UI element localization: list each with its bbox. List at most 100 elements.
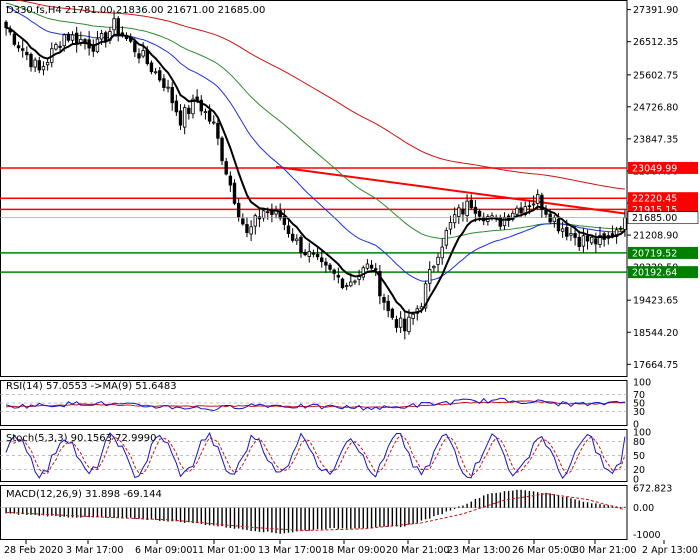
macd-header: MACD(12,26,9) 31.898 -69.144: [6, 489, 162, 500]
x-tick-label: 13 Mar 17:00: [258, 545, 321, 556]
candle-body: [461, 208, 465, 215]
candle-body: [187, 107, 191, 114]
candle-body: [623, 217, 627, 230]
candle-body: [45, 62, 50, 66]
ma-green-line: [5, 2, 625, 239]
candle-body: [162, 78, 166, 88]
candle-body: [241, 218, 245, 225]
candle-body: [457, 207, 461, 217]
candle-body: [382, 297, 386, 303]
stoch-main-line: [5, 431, 626, 479]
candle-body: [428, 269, 432, 284]
level-tag-bg: [628, 246, 698, 259]
candle-body: [253, 215, 257, 227]
candle-body: [378, 271, 382, 297]
candle-body: [220, 137, 224, 162]
candle-body: [536, 194, 540, 204]
candle-body: [498, 216, 503, 227]
candle-body: [54, 44, 58, 50]
candle-body: [149, 62, 154, 73]
candle-body: [573, 233, 577, 238]
rsi-tick-label: 70: [633, 390, 645, 401]
candle-body: [33, 59, 37, 68]
candle-body: [41, 66, 46, 71]
candle-body: [465, 200, 469, 217]
level-tag-label: 20719.52: [632, 248, 677, 259]
last-price-label: 21685.00: [632, 213, 677, 224]
level-tag-label: 23049.99: [632, 163, 677, 174]
candle-body: [83, 39, 87, 43]
rsi-tick-label: 100: [633, 378, 651, 389]
candle-body: [552, 217, 557, 223]
candle-body: [20, 48, 25, 51]
candle-body: [477, 210, 482, 217]
candle-body: [398, 317, 403, 328]
price-tick-label: 17664.75: [633, 360, 678, 371]
candle-body: [619, 227, 623, 230]
x-tick-label: 20 Mar 21:00: [386, 545, 449, 556]
candle-body: [207, 110, 212, 122]
price-pane: [0, 0, 628, 377]
stoch-tick-label: 50: [633, 451, 645, 462]
candle-body: [178, 110, 183, 126]
candle-body: [141, 50, 145, 57]
level-tag-bg: [628, 266, 698, 279]
candle-body: [328, 264, 332, 270]
stoch-tick-label: 80: [633, 437, 645, 448]
ma-red-line: [13, 0, 625, 190]
stoch-tick-label: 20: [633, 465, 645, 476]
candle-body: [112, 18, 116, 31]
price-tick-label: 18544.20: [633, 328, 678, 339]
candle-body: [303, 251, 307, 256]
candle-body: [133, 41, 137, 53]
stoch-header: Stoch(5,3,3) 90.1563 72.9990: [6, 433, 157, 444]
candle-body: [245, 224, 249, 234]
candle-body: [311, 252, 316, 255]
x-tick-label: 18 Mar 09:00: [322, 545, 385, 556]
candle-body: [594, 238, 598, 245]
candle-body: [232, 182, 237, 204]
candle-body: [153, 71, 158, 74]
candle-body: [340, 278, 345, 289]
candle-body: [336, 275, 341, 278]
candle-body: [444, 230, 449, 246]
candle-body: [282, 216, 287, 225]
candle-body: [137, 53, 141, 59]
x-tick-label: 28 Feb 2020: [4, 545, 63, 556]
candle-body: [374, 268, 378, 271]
macd-tick-label: 0.00: [633, 503, 654, 514]
candle-body: [216, 122, 220, 139]
candle-body: [332, 269, 336, 274]
candle-body: [365, 263, 370, 269]
candle-body: [295, 238, 299, 242]
macd-tick-label: -1000: [633, 530, 661, 541]
candle-body: [290, 233, 295, 241]
candle-body: [16, 45, 21, 49]
candle-body: [99, 33, 104, 40]
price-tick-label: 25602.75: [633, 70, 678, 81]
candle-body: [12, 33, 17, 45]
candle-body: [502, 216, 507, 227]
axis-layer: 27391.90 26512.35 25602.75 24726.80 23847.35…: [4, 5, 699, 556]
price-tick-label: 27391.90: [633, 5, 678, 16]
rsi-header: RSI(14) 57.0553 ->MA(9) 51.6483: [6, 381, 177, 392]
candle-body: [62, 34, 66, 47]
candle-body: [116, 18, 120, 36]
candle-body: [349, 281, 353, 287]
rsi-tick-label: 30: [633, 407, 645, 418]
stoch-tick-label: 0: [633, 475, 639, 486]
candle-body: [614, 229, 619, 237]
candle-body: [581, 235, 586, 247]
candle-body: [394, 319, 399, 328]
candle-body: [37, 60, 42, 71]
price-layer: [0, 0, 627, 340]
candle-body: [469, 199, 473, 209]
candle-body: [569, 233, 573, 236]
candle-body: [158, 70, 162, 81]
candle-body: [236, 202, 241, 218]
candle-body: [307, 250, 311, 257]
level-tag-label: 22220.45: [632, 194, 677, 205]
candle-body: [25, 51, 29, 56]
x-tick-label: 6 Mar 09:00: [135, 545, 192, 556]
